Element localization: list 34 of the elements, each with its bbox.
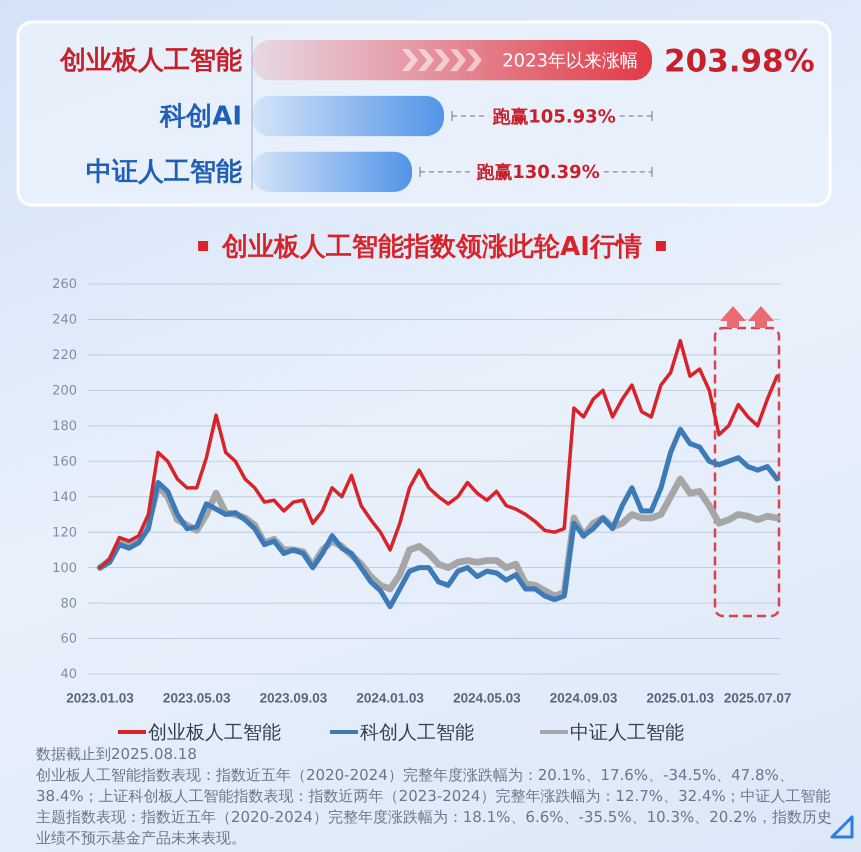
y-tick-label: 中证人工智能 [86,157,242,188]
x-tick-label: 2024.01.03 [356,690,424,706]
y-tick-label: 260 [52,277,77,292]
x-tick-label: 2023.01.03 [66,690,134,706]
x-tick-label: 2023.05.03 [162,690,231,706]
y-tick-label: 180 [52,418,77,434]
text: 203.98% [664,44,815,80]
legend-label: 中证人工智能 [570,722,684,744]
y-tick-label: 200 [52,384,77,399]
legend-label: 创业板人工智能 [148,722,281,744]
y-tick-label: 科创AI [159,101,242,132]
legend-label: 科创人工智能 [360,722,474,744]
annotation: 跑赢130.39% [475,162,600,184]
y-tick-label: 40 [60,667,77,682]
y-tick-label: 240 [52,312,77,328]
line-series [98,338,779,570]
y-tick-label: 80 [60,596,77,612]
x-tick-label: 2023.09.03 [260,690,328,706]
annotation: 2023年以来涨幅 [502,50,638,72]
y-tick-label: 160 [52,454,77,470]
chart-title: 创业板人工智能指数领涨此轮AI行情 [221,232,642,262]
text: 创业板人工智能指数表现：指数近五年（2020-2024）完整年度涨跌幅为：20.1%、17.6%、-34.5%、47.8%、38.4%；上证科创板人工智能指数表现：指数近两年（2023-2024）完整年涨跌幅为：12.7%、32.4%；中证人工智能主题指数表现：指数近五年（2020-2024）完整年度涨跌幅为：18.1%、6.6%、-35.5%、10.3%、20.2%，指数历史业绩不预示基金产品未来表现。 [36,765,833,849]
y-tick-label: 创业板人工智能 [59,45,242,76]
y-tick-label: 100 [52,560,77,576]
x-tick-label: 2024.09.03 [550,690,618,706]
y-tick-label: 140 [52,490,77,505]
y-tick-label: 120 [52,525,77,540]
y-tick-label: 220 [52,348,77,364]
x-tick-label: 2024.05.03 [453,690,522,706]
x-tick-label: 2025.07.07 [724,690,792,706]
x-tick-label: 2025.01.03 [646,690,715,706]
text: 数据截止到2025.08.18 [36,744,198,765]
y-tick-label: 60 [60,632,77,647]
annotation: 跑赢105.93% [491,106,616,128]
